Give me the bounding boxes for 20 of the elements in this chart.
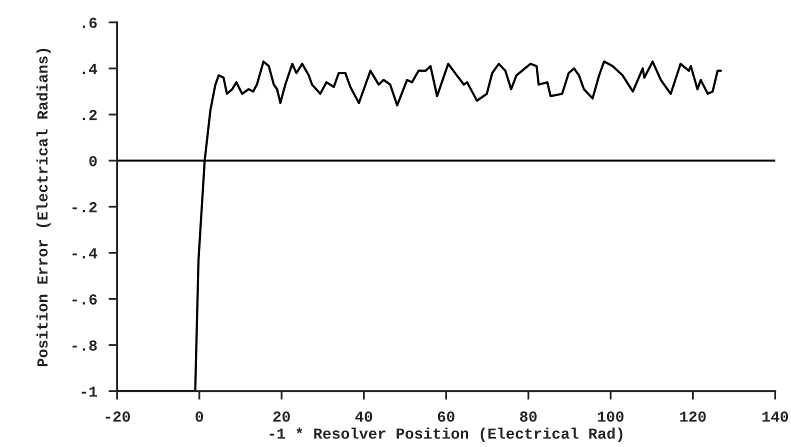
x-tick-label: 140 — [762, 411, 788, 422]
y-tick-label: .2 — [82, 110, 97, 120]
y-tick-label: -.6 — [72, 294, 97, 305]
x-tick-label: 40 — [355, 411, 372, 422]
x-tick-label: 120 — [680, 411, 706, 422]
y-tick-label: .4 — [82, 64, 98, 74]
x-tick-label: 0 — [196, 411, 204, 422]
x-tick-label: 80 — [520, 411, 537, 422]
x-tick-label: 20 — [273, 411, 290, 422]
x-tick-label: 60 — [438, 411, 454, 422]
y-tick-label: -.4 — [72, 248, 98, 258]
x-tick-label: 100 — [598, 411, 624, 422]
y-axis-title: Position Error (Electrical Radians) — [36, 48, 51, 366]
y-tick-label: -.8 — [72, 340, 97, 351]
x-tick-label: -20 — [106, 411, 130, 422]
y-tick-label: .6 — [82, 18, 97, 28]
y-tick-label: -1 — [82, 386, 97, 397]
x-axis-title: -1 * Resolver Position (Electrical Rad) — [270, 428, 622, 442]
y-tick-label: 0 — [89, 156, 97, 166]
y-tick-label: -.2 — [72, 202, 97, 212]
